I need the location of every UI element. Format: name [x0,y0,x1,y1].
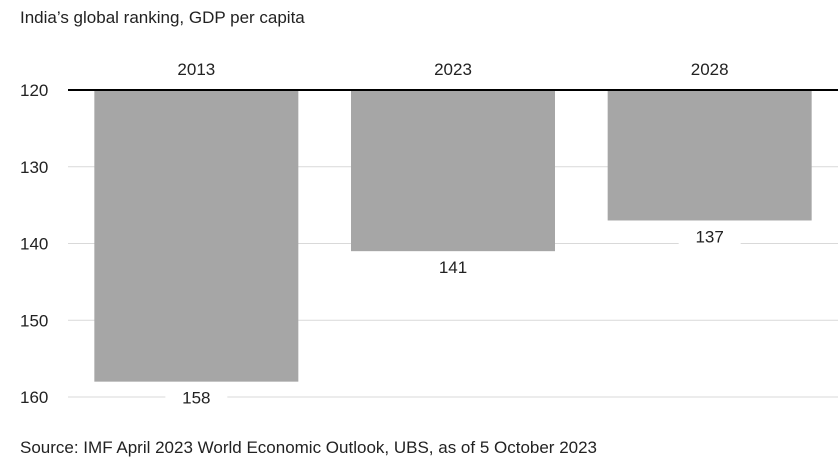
value-label: 141 [439,258,467,277]
value-label-background [165,383,228,410]
x-tick-label: 2023 [434,60,472,79]
value-label-background [422,253,484,280]
chart-source: Source: IMF April 2023 World Economic Ou… [20,438,598,457]
y-tick-label: 160 [20,388,48,407]
y-tick-label: 120 [20,81,48,100]
value-label: 137 [695,227,723,246]
bar [94,90,299,382]
value-label-background [678,222,741,249]
bars [94,90,812,382]
y-tick-label: 130 [20,158,48,177]
bar [607,90,812,221]
chart-title: India’s global ranking, GDP per capita [20,8,305,27]
bar [351,90,555,252]
y-tick-label: 150 [20,311,48,330]
labels: 120 130 140 150 160 158 2013 141 2023 137 2028 [20,60,741,410]
y-tick-label: 140 [20,235,48,254]
chart-plot: 120 130 140 150 160 158 2013 141 2023 137 2028 [20,60,838,410]
x-tick-label: 2013 [177,60,215,79]
value-label: 158 [182,389,210,408]
x-tick-label: 2028 [691,60,729,79]
